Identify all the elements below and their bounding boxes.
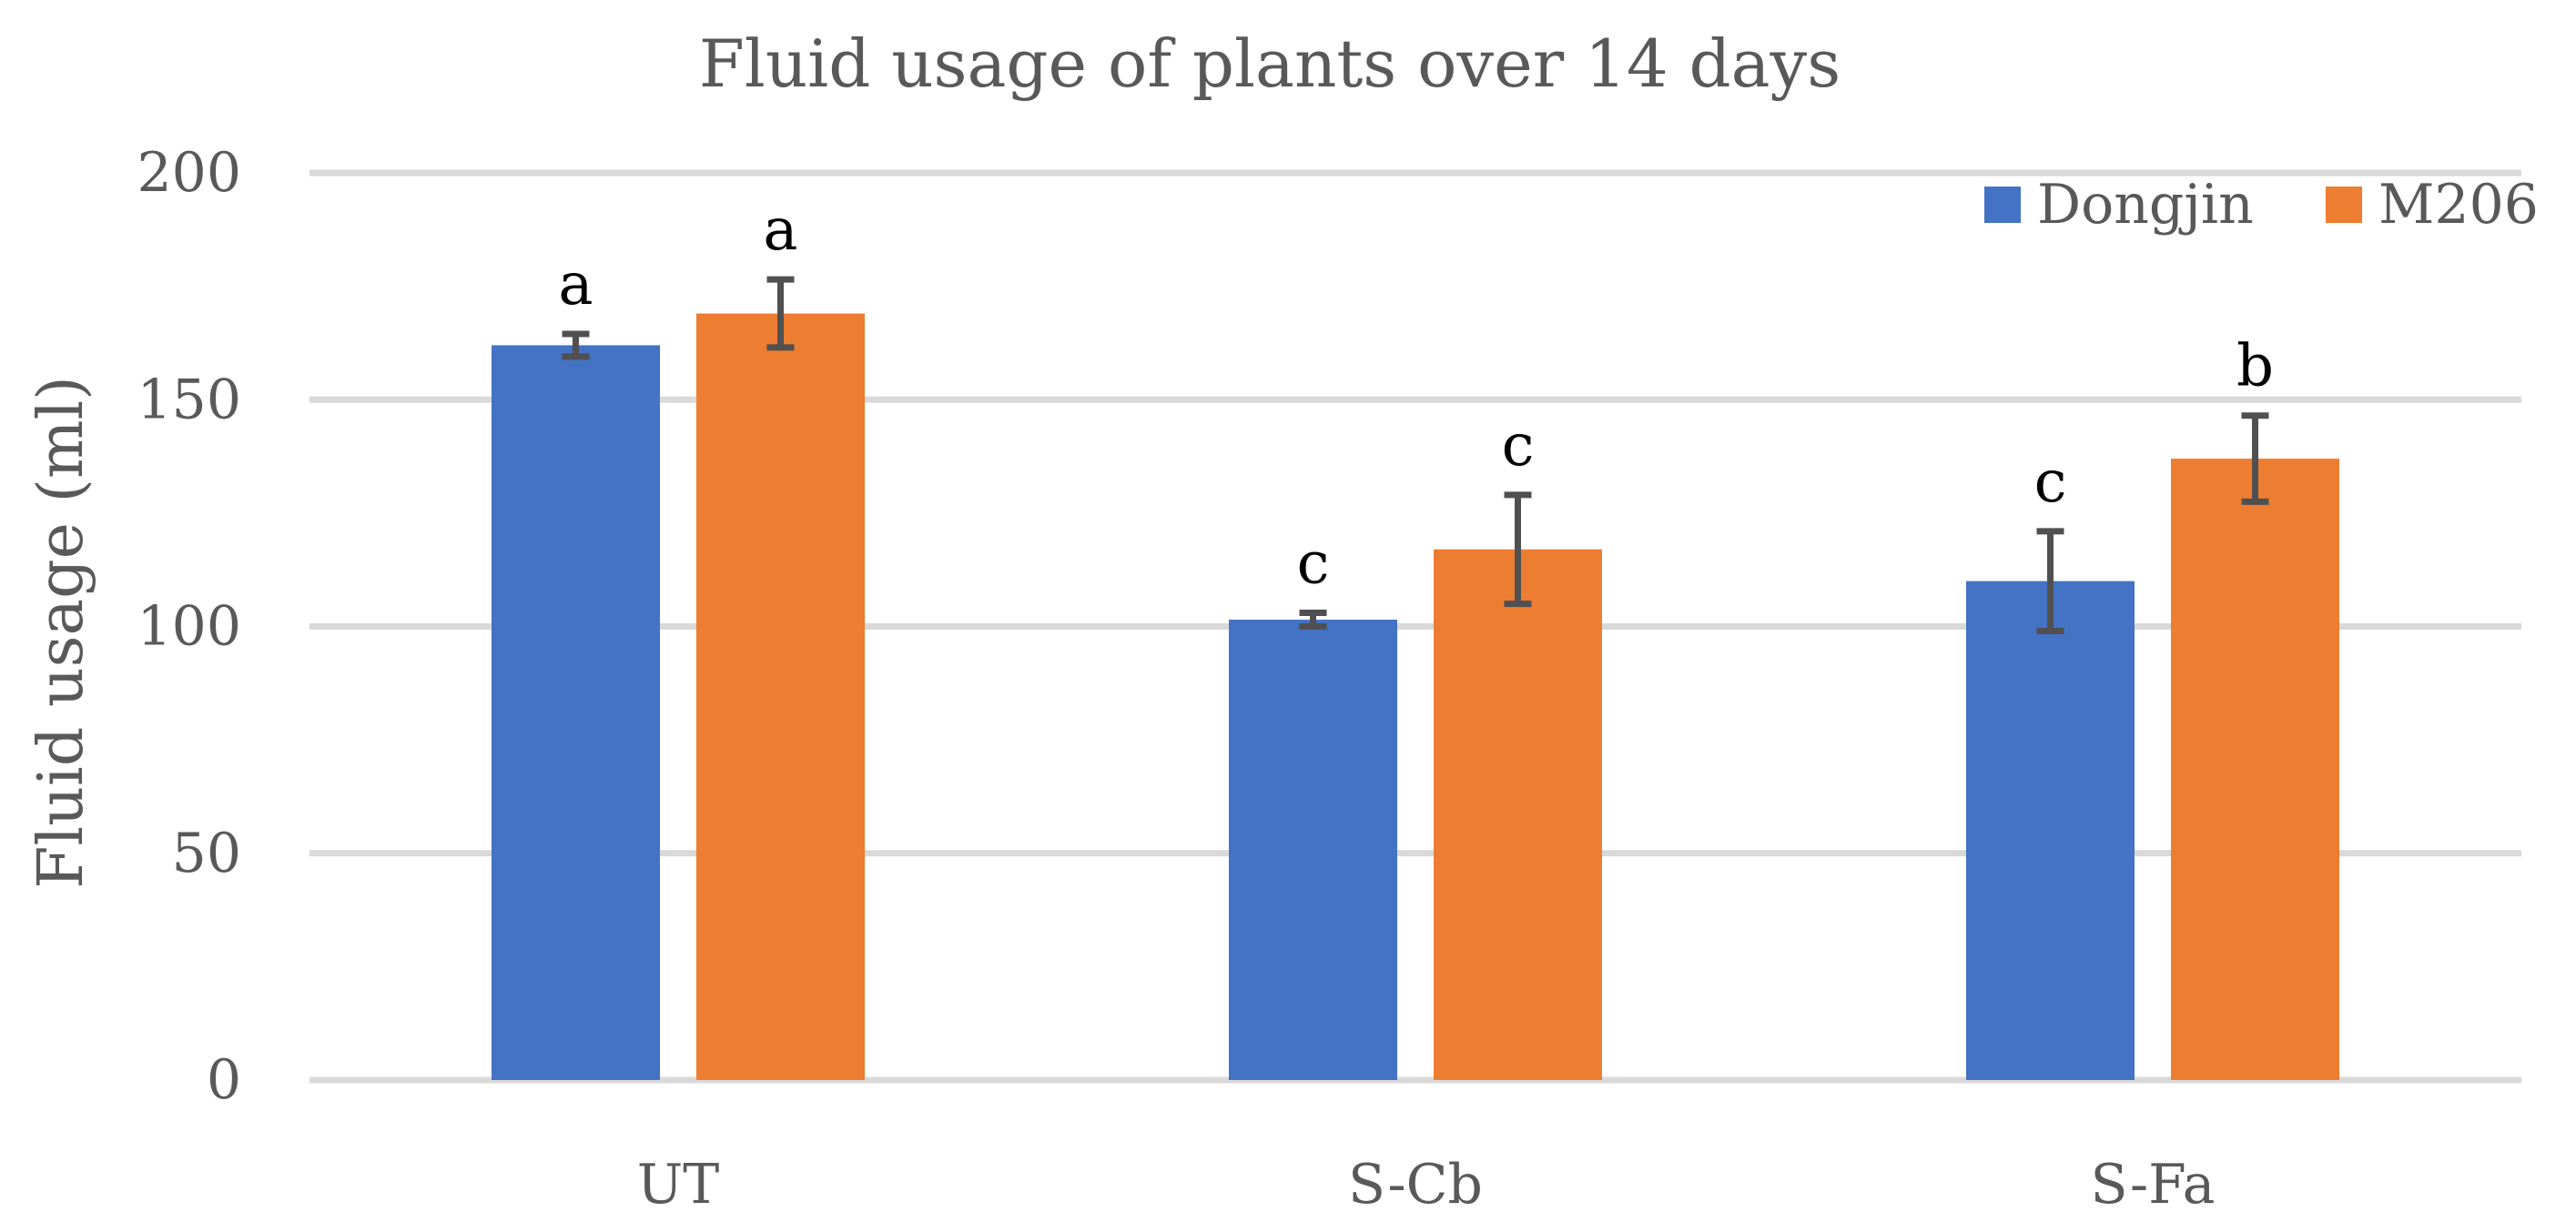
y-axis-label: Fluid usage (ml): [25, 376, 97, 889]
error-bar: [2241, 412, 2269, 505]
x-tick-label: S-Fa: [2091, 1153, 2216, 1217]
legend-label-dongjin: Dongjin: [2037, 173, 2254, 237]
error-bars: [562, 276, 2269, 634]
significance-labels: a a c c c b: [558, 197, 2274, 597]
x-axis-ticks: UT S-Cb S-Fa: [637, 1153, 2216, 1217]
x-tick-label: S-Cb: [1348, 1153, 1483, 1217]
legend: Dongjin M206: [1984, 173, 2539, 237]
error-bar: [562, 330, 590, 360]
error-bar: [766, 276, 795, 351]
significance-label: b: [2236, 333, 2274, 400]
legend-swatch-m206: [2326, 187, 2362, 223]
y-tick-label: 50: [172, 822, 241, 885]
significance-label: a: [558, 251, 593, 318]
bar-m206-ut: [696, 313, 865, 1080]
y-axis-ticks: 0 50 100 150 200: [137, 141, 241, 1112]
bar-m206-s-cb: [1434, 549, 1602, 1080]
legend-swatch-dongjin: [1984, 187, 2021, 223]
bar-dongjin-s-fa: [1966, 581, 2135, 1080]
error-bar: [1299, 610, 1327, 630]
legend-label-m206: M206: [2378, 173, 2539, 237]
bar-m206-s-fa: [2171, 459, 2339, 1080]
x-tick-label: UT: [637, 1153, 720, 1217]
y-tick-label: 100: [137, 595, 241, 659]
significance-label: c: [1297, 530, 1330, 598]
significance-label: a: [763, 197, 797, 264]
significance-label: c: [2034, 449, 2067, 516]
error-bar: [2036, 528, 2064, 634]
significance-label: c: [1502, 412, 1535, 480]
bar-dongjin-s-cb: [1229, 620, 1397, 1080]
gridlines: [309, 169, 2521, 1084]
bar-dongjin-ut: [492, 345, 660, 1080]
bars: [492, 313, 2339, 1080]
chart-title: Fluid usage of plants over 14 days: [699, 25, 1841, 102]
error-bar: [1504, 491, 1532, 608]
y-tick-label: 200: [137, 141, 241, 205]
y-tick-label: 150: [137, 368, 241, 431]
y-tick-label: 0: [207, 1048, 241, 1112]
